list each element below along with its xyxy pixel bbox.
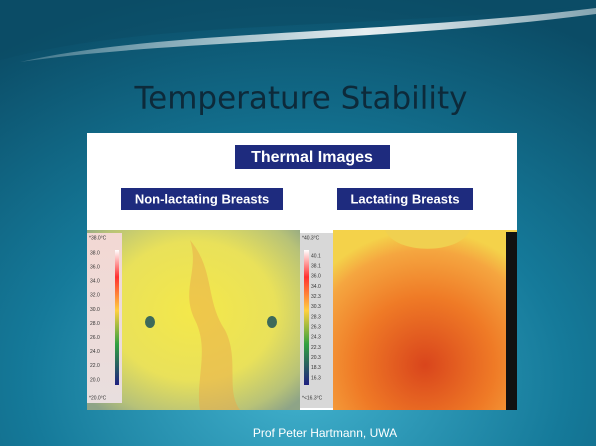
scale-label: 30.3 [311, 304, 321, 310]
scale-top: *40.3°C [302, 235, 320, 241]
color-bar [115, 250, 119, 385]
scale-label: 20.3 [311, 355, 321, 361]
scale-label: 26.3 [311, 324, 321, 330]
thermal-image [333, 230, 517, 410]
feature [267, 316, 277, 328]
footer: Prof Peter Hartmann, UWA [253, 426, 397, 440]
page: Temperature Stability Thermal Images Non… [0, 0, 596, 446]
scale-label: 34.0 [311, 284, 321, 290]
scale-bottom: *20.0°C [89, 395, 107, 401]
banner: Thermal Images [251, 149, 373, 166]
scale-label: 30.0 [90, 307, 100, 313]
scale-label: 24.0 [90, 349, 100, 355]
scale-label: 22.0 [90, 363, 100, 369]
scale-label: 28.3 [311, 314, 321, 320]
scale-label: 16.3 [311, 375, 321, 381]
scale-bottom: *<16.3°C [302, 395, 323, 401]
slide-title: Temperature Stability [133, 81, 467, 117]
scale-label: 32.0 [90, 293, 100, 299]
scale-label: 40.1 [311, 253, 321, 259]
scale-label: 34.0 [90, 279, 100, 285]
scale-label: 18.3 [311, 365, 321, 371]
scale-label: 24.3 [311, 335, 321, 341]
slide: Temperature Stability Thermal Images Non… [0, 0, 596, 446]
scale-label: 36.0 [311, 274, 321, 280]
image-edge [506, 232, 517, 410]
scale-label: 28.0 [90, 321, 100, 327]
scale-label: 36.0 [90, 264, 100, 270]
scale-label: 38.1 [311, 263, 321, 269]
scale-label: 22.3 [311, 345, 321, 351]
image-label: Lactating Breasts [350, 191, 459, 206]
scale-top: *38.0°C [89, 235, 107, 241]
color-bar [304, 250, 309, 385]
feature [145, 316, 155, 328]
scale-label: 32.3 [311, 294, 321, 300]
image-label: Non-lactating Breasts [135, 191, 269, 206]
scale-label: 38.0 [90, 250, 100, 256]
scale-label: 20.0 [90, 377, 100, 383]
scale-label: 26.0 [90, 335, 100, 341]
